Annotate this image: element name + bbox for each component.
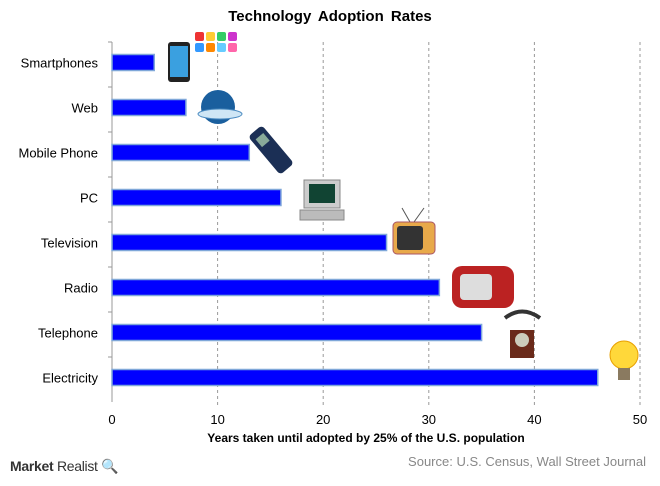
- chart-title: Technology Adoption Rates: [228, 8, 432, 25]
- bar-pc: [111, 188, 282, 207]
- y-category-label: Telephone: [38, 326, 98, 341]
- x-tick-label: 20: [316, 412, 330, 427]
- radio-icon: [452, 266, 514, 308]
- y-category-label: Electricity: [42, 371, 98, 386]
- source-note: Source: U.S. Census, Wall Street Journal: [408, 454, 646, 469]
- bar-telephone: [111, 323, 483, 342]
- bar-electricity: [111, 368, 599, 387]
- bar-mobile-phone: [111, 143, 251, 162]
- x-tick-label: 50: [633, 412, 647, 427]
- bar-smartphones: [111, 53, 155, 72]
- brand-name-2: Realist: [56, 458, 98, 474]
- y-category-label: Smartphones: [21, 56, 99, 71]
- y-category-label: PC: [80, 191, 98, 206]
- brand-logo: Market Realist 🔍: [10, 458, 119, 475]
- x-tick-label: 0: [108, 412, 115, 427]
- light-bulb-icon: [609, 340, 639, 380]
- y-category-label: Radio: [64, 281, 98, 296]
- pc-icon: [299, 179, 345, 221]
- x-axis-label: Years taken until adopted by 25% of the …: [207, 431, 524, 445]
- magnifier-icon: 🔍: [101, 458, 119, 474]
- smartphone-icon: [168, 32, 237, 82]
- bar-television: [111, 233, 388, 252]
- brand-name-1: Market: [10, 458, 54, 474]
- y-category-label: Web: [72, 101, 99, 116]
- bar-radio: [111, 278, 441, 297]
- telephone-icon: [503, 309, 542, 358]
- mobile-phone-icon: [249, 126, 293, 174]
- globe-web-icon: [197, 90, 243, 124]
- x-tick-label: 30: [422, 412, 436, 427]
- y-category-label: Mobile Phone: [19, 146, 99, 161]
- television-icon: [392, 207, 436, 255]
- x-tick-label: 40: [527, 412, 541, 427]
- y-category-label: Television: [41, 236, 98, 251]
- bar-web: [111, 98, 187, 117]
- x-tick-label: 10: [210, 412, 224, 427]
